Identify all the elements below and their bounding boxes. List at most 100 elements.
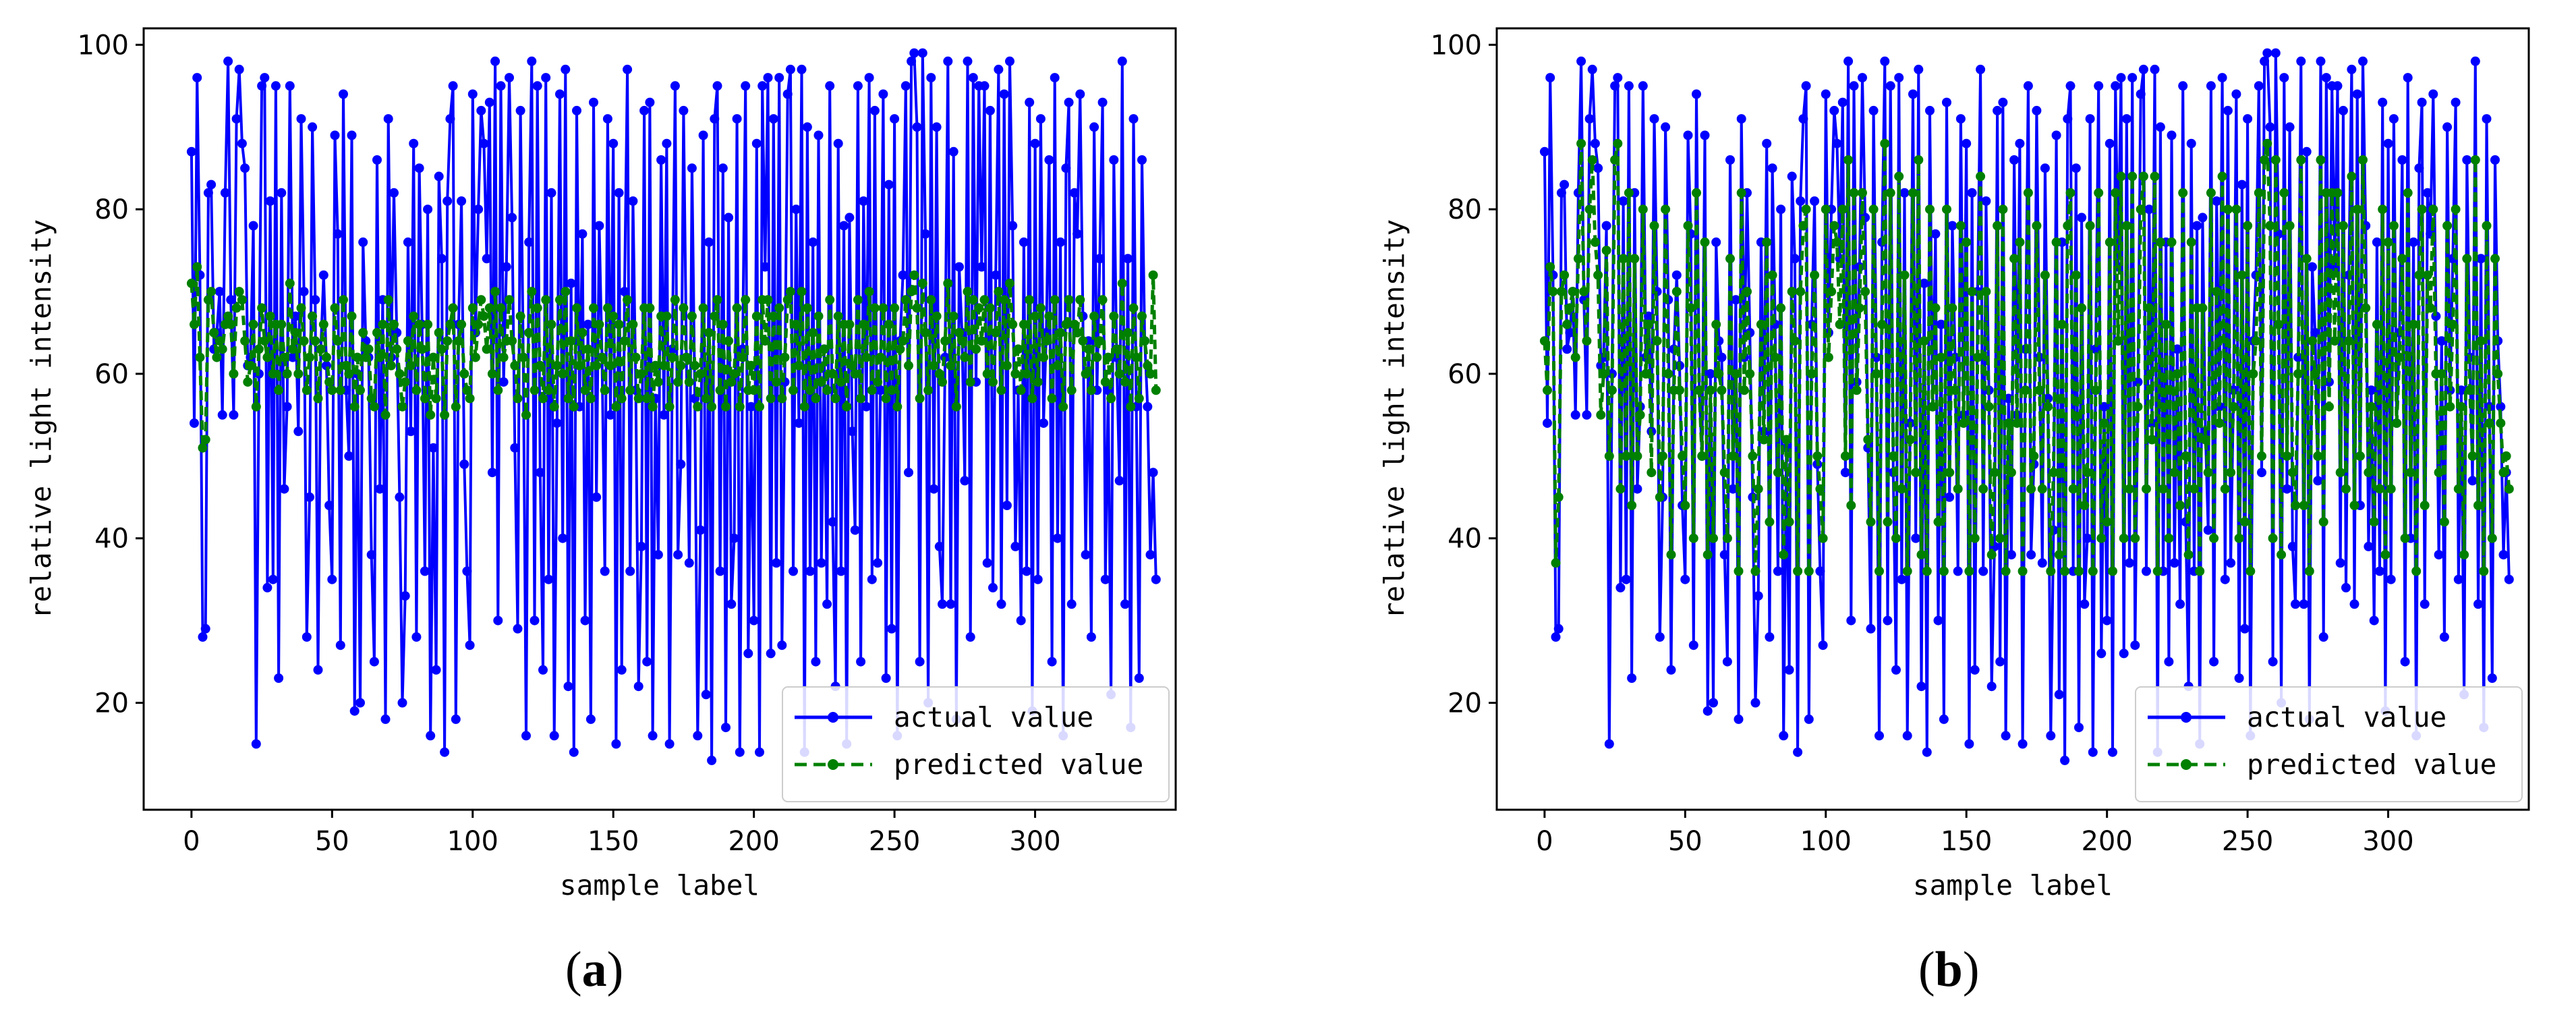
- data-point-predicted: [1908, 188, 1918, 198]
- data-point-predicted: [1663, 369, 1673, 379]
- data-point-predicted: [1705, 385, 1715, 395]
- data-point-actual: [729, 533, 739, 543]
- x-axis: 0 50 100 150 200 250 300: [1536, 810, 2414, 857]
- data-point-predicted: [1916, 550, 1926, 560]
- data-point-predicted: [1678, 451, 1688, 461]
- data-point-actual: [2017, 739, 2028, 749]
- data-point-predicted: [1005, 278, 1014, 288]
- data-point-predicted: [850, 369, 860, 379]
- data-point-predicted: [1697, 451, 1707, 461]
- data-point-predicted: [288, 344, 297, 354]
- data-point-actual: [318, 270, 328, 280]
- data-point-predicted: [1731, 369, 1741, 379]
- data-point-predicted: [524, 328, 534, 337]
- data-point-predicted: [279, 352, 289, 362]
- data-point-actual: [1832, 138, 1842, 148]
- data-point-predicted: [2239, 517, 2250, 527]
- data-point-actual: [198, 632, 208, 642]
- data-point-actual: [510, 443, 520, 453]
- data-point-actual: [2364, 541, 2374, 551]
- data-point-actual: [909, 48, 919, 58]
- data-point-predicted: [569, 401, 579, 412]
- data-point-actual: [257, 81, 267, 91]
- data-point-actual: [2186, 138, 2196, 148]
- series-markers-predicted: [186, 262, 1161, 453]
- data-point-actual: [2341, 582, 2351, 592]
- data-point-predicted: [2296, 155, 2306, 165]
- data-point-predicted: [400, 377, 410, 387]
- data-point-actual: [2142, 566, 2151, 576]
- data-point-predicted: [563, 393, 573, 404]
- data-point-actual: [946, 599, 956, 609]
- data-point-actual: [2063, 114, 2073, 124]
- data-point-predicted: [2063, 221, 2073, 231]
- plot-frame: [1495, 27, 2530, 811]
- data-point-actual: [2167, 130, 2177, 140]
- data-point-predicted: [2051, 237, 2061, 247]
- data-point-predicted: [2442, 221, 2453, 231]
- data-point-predicted: [1709, 533, 1718, 543]
- data-point-predicted: [1793, 566, 1803, 576]
- data-point-actual: [659, 410, 669, 420]
- data-point-predicted: [1587, 155, 1597, 165]
- data-point-actual: [220, 188, 230, 198]
- data-point-predicted: [361, 352, 371, 362]
- data-point-predicted: [1078, 336, 1088, 346]
- data-point-predicted: [1950, 385, 1960, 395]
- data-point-actual: [544, 574, 554, 584]
- data-point-actual: [679, 105, 689, 115]
- x-axis-label: sample label: [560, 869, 760, 902]
- data-point-actual: [2301, 146, 2312, 157]
- data-point-predicted: [414, 319, 424, 329]
- data-point-predicted: [1936, 352, 1946, 362]
- data-point-predicted: [2436, 369, 2446, 379]
- caption-close: ): [606, 942, 624, 997]
- data-point-predicted: [904, 360, 913, 370]
- data-point-predicted: [1630, 254, 1640, 264]
- data-point-predicted: [2057, 319, 2067, 329]
- data-point-actual: [2313, 476, 2323, 486]
- data-point-predicted: [1750, 566, 1761, 576]
- data-point-predicted: [2020, 385, 2030, 395]
- data-point-actual: [1688, 640, 1698, 650]
- data-point-predicted: [521, 410, 531, 420]
- data-point-predicted: [1970, 533, 1980, 543]
- data-point-actual: [1562, 344, 1572, 354]
- data-point-actual: [2220, 574, 2230, 584]
- data-point-actual: [755, 747, 764, 757]
- data-point-predicted: [751, 311, 762, 321]
- data-point-predicted: [2161, 319, 2171, 329]
- data-point-actual: [231, 114, 241, 124]
- data-point-predicted: [2467, 451, 2478, 461]
- data-point-predicted: [558, 369, 568, 379]
- data-point-predicted: [1022, 369, 1031, 379]
- data-point-predicted: [538, 393, 548, 404]
- data-point-actual: [434, 171, 444, 182]
- data-point-predicted: [1103, 352, 1113, 362]
- data-point-predicted: [1871, 369, 1881, 379]
- data-point-actual: [845, 213, 855, 223]
- data-point-predicted: [1035, 303, 1046, 313]
- data-point-actual: [2321, 73, 2331, 83]
- data-point-predicted: [2355, 451, 2365, 461]
- data-point-predicted: [721, 401, 731, 412]
- data-point-predicted: [1033, 377, 1043, 387]
- data-point-actual: [2085, 114, 2095, 124]
- data-point-predicted: [474, 319, 484, 329]
- data-point-predicted: [679, 303, 689, 313]
- data-point-predicted: [1899, 270, 1910, 280]
- data-point-predicted: [1604, 451, 1614, 461]
- data-point-predicted: [1002, 360, 1012, 370]
- caption-b: (b): [1918, 941, 1979, 999]
- data-point-predicted: [2378, 204, 2388, 215]
- data-point-predicted: [951, 401, 961, 412]
- data-point-actual: [2192, 221, 2202, 231]
- data-point-actual: [2349, 599, 2359, 609]
- data-point-predicted: [2082, 468, 2092, 478]
- data-point-actual: [1919, 278, 1929, 288]
- data-point-actual: [2262, 48, 2272, 58]
- legend-box: [782, 686, 1170, 802]
- data-point-predicted: [785, 287, 795, 297]
- x-axis: 0 50 100 150 200 250 300: [183, 810, 1061, 857]
- data-point-predicted: [1058, 401, 1068, 412]
